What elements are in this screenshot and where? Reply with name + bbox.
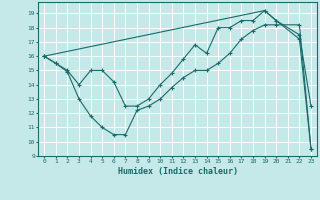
X-axis label: Humidex (Indice chaleur): Humidex (Indice chaleur) — [118, 167, 238, 176]
